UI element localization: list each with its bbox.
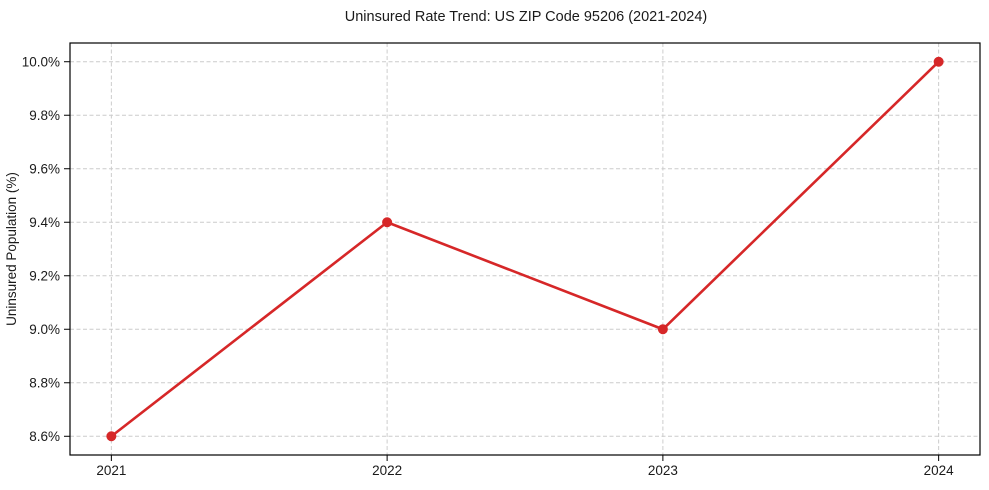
y-tick-label: 9.8% [29,108,60,123]
data-point-2021 [106,431,117,442]
y-tick-label: 9.2% [29,268,60,283]
data-point-2024 [933,56,944,67]
y-tick-label: 9.6% [29,161,60,176]
x-tick-label: 2023 [648,463,678,478]
y-tick-label: 8.8% [29,375,60,390]
plot-area: 8.6% 8.8% 9.0% 9.2% 9.4% 9.6% 9.8% 10.0% 2021 202… [22,42,981,478]
x-tick-label: 2024 [924,463,955,478]
x-tick-label: 2022 [372,463,402,478]
data-point-2022 [382,217,393,228]
data-point-2023 [657,324,668,335]
y-tick-label: 9.0% [29,322,60,337]
y-tick-label: 10.0% [22,54,60,69]
chart-title: Uninsured Rate Trend: US ZIP Code 95206 … [345,9,707,25]
x-tick-label: 2021 [96,463,126,478]
y-tick-label: 9.4% [29,215,60,230]
plot-border [69,42,981,456]
trend-line [110,60,940,438]
y-tick-label: 8.6% [29,429,60,444]
y-axis-title: Uninsured Population (%) [4,172,19,326]
